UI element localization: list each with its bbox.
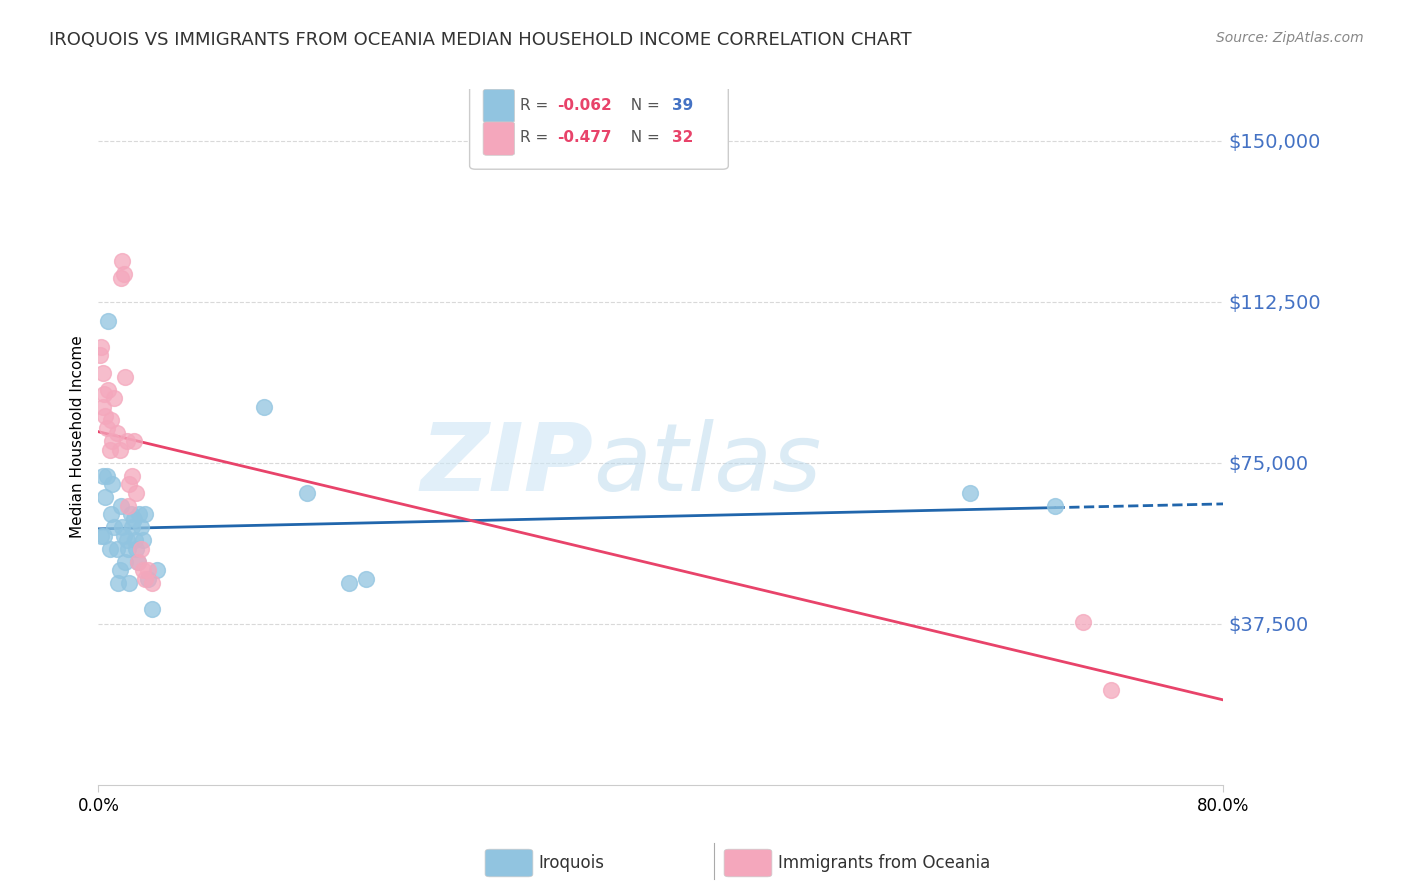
Point	[136, 563, 159, 577]
Text: N =: N =	[621, 98, 665, 113]
Point	[136, 572, 159, 586]
Point	[118, 576, 141, 591]
Text: R =: R =	[520, 98, 554, 113]
Point	[1071, 615, 1094, 629]
Point	[134, 572, 156, 586]
Point	[105, 541, 128, 556]
Point	[111, 254, 134, 268]
Point	[108, 442, 131, 457]
Point	[124, 533, 146, 548]
Point	[128, 508, 150, 522]
Point	[91, 366, 114, 380]
Point	[1043, 499, 1066, 513]
Point	[111, 520, 134, 534]
Point	[105, 425, 128, 440]
Point	[127, 555, 149, 569]
Point	[114, 370, 136, 384]
Point	[117, 541, 139, 556]
Point	[101, 477, 124, 491]
FancyBboxPatch shape	[484, 122, 515, 155]
Point	[91, 400, 114, 414]
Point	[110, 271, 132, 285]
Point	[91, 468, 114, 483]
Text: 32: 32	[672, 130, 693, 145]
Point	[90, 529, 112, 543]
Point	[101, 434, 124, 449]
Point	[127, 555, 149, 569]
Point	[110, 499, 132, 513]
Point	[125, 486, 148, 500]
Point	[132, 563, 155, 577]
Point	[97, 314, 120, 328]
Point	[129, 520, 152, 534]
Point	[121, 468, 143, 483]
Text: 39: 39	[672, 98, 693, 113]
Text: Iroquois: Iroquois	[538, 855, 605, 872]
Point	[120, 508, 142, 522]
Point	[114, 555, 136, 569]
Point	[132, 533, 155, 548]
Point	[103, 392, 125, 406]
Point	[94, 409, 117, 423]
Point	[141, 576, 163, 591]
Point	[253, 400, 276, 414]
Y-axis label: Median Household Income: Median Household Income	[69, 335, 84, 539]
Point	[115, 533, 138, 548]
Point	[122, 434, 145, 449]
Point	[100, 508, 122, 522]
Text: IROQUOIS VS IMMIGRANTS FROM OCEANIA MEDIAN HOUSEHOLD INCOME CORRELATION CHART: IROQUOIS VS IMMIGRANTS FROM OCEANIA MEDI…	[49, 31, 912, 49]
Point	[100, 413, 122, 427]
Point	[98, 541, 121, 556]
Point	[1099, 683, 1122, 698]
Point	[337, 576, 360, 591]
Point	[125, 541, 148, 556]
Text: Source: ZipAtlas.com: Source: ZipAtlas.com	[1216, 31, 1364, 45]
Point	[118, 477, 141, 491]
FancyBboxPatch shape	[484, 89, 515, 122]
Point	[103, 520, 125, 534]
Point	[117, 499, 139, 513]
Point	[959, 486, 981, 500]
Point	[141, 602, 163, 616]
Point	[94, 490, 117, 504]
Point	[122, 511, 145, 525]
Text: -0.477: -0.477	[557, 130, 612, 145]
Point	[354, 572, 377, 586]
Point	[97, 383, 120, 397]
Point	[93, 529, 115, 543]
Point	[108, 563, 131, 577]
Text: ZIP: ZIP	[420, 419, 593, 511]
Point	[96, 468, 118, 483]
Point	[121, 520, 143, 534]
Text: atlas: atlas	[593, 419, 821, 510]
Point	[115, 434, 138, 449]
FancyBboxPatch shape	[470, 82, 728, 169]
Text: R =: R =	[520, 130, 554, 145]
Text: -0.062: -0.062	[557, 98, 612, 113]
Point	[134, 508, 156, 522]
Point	[112, 529, 135, 543]
Point	[89, 349, 111, 363]
Point	[146, 563, 169, 577]
Point	[90, 340, 112, 354]
Point	[93, 387, 115, 401]
Text: Immigrants from Oceania: Immigrants from Oceania	[778, 855, 990, 872]
Point	[96, 421, 118, 435]
Point	[112, 267, 135, 281]
Text: N =: N =	[621, 130, 665, 145]
Point	[98, 442, 121, 457]
Point	[295, 486, 318, 500]
Point	[129, 541, 152, 556]
Point	[107, 576, 129, 591]
